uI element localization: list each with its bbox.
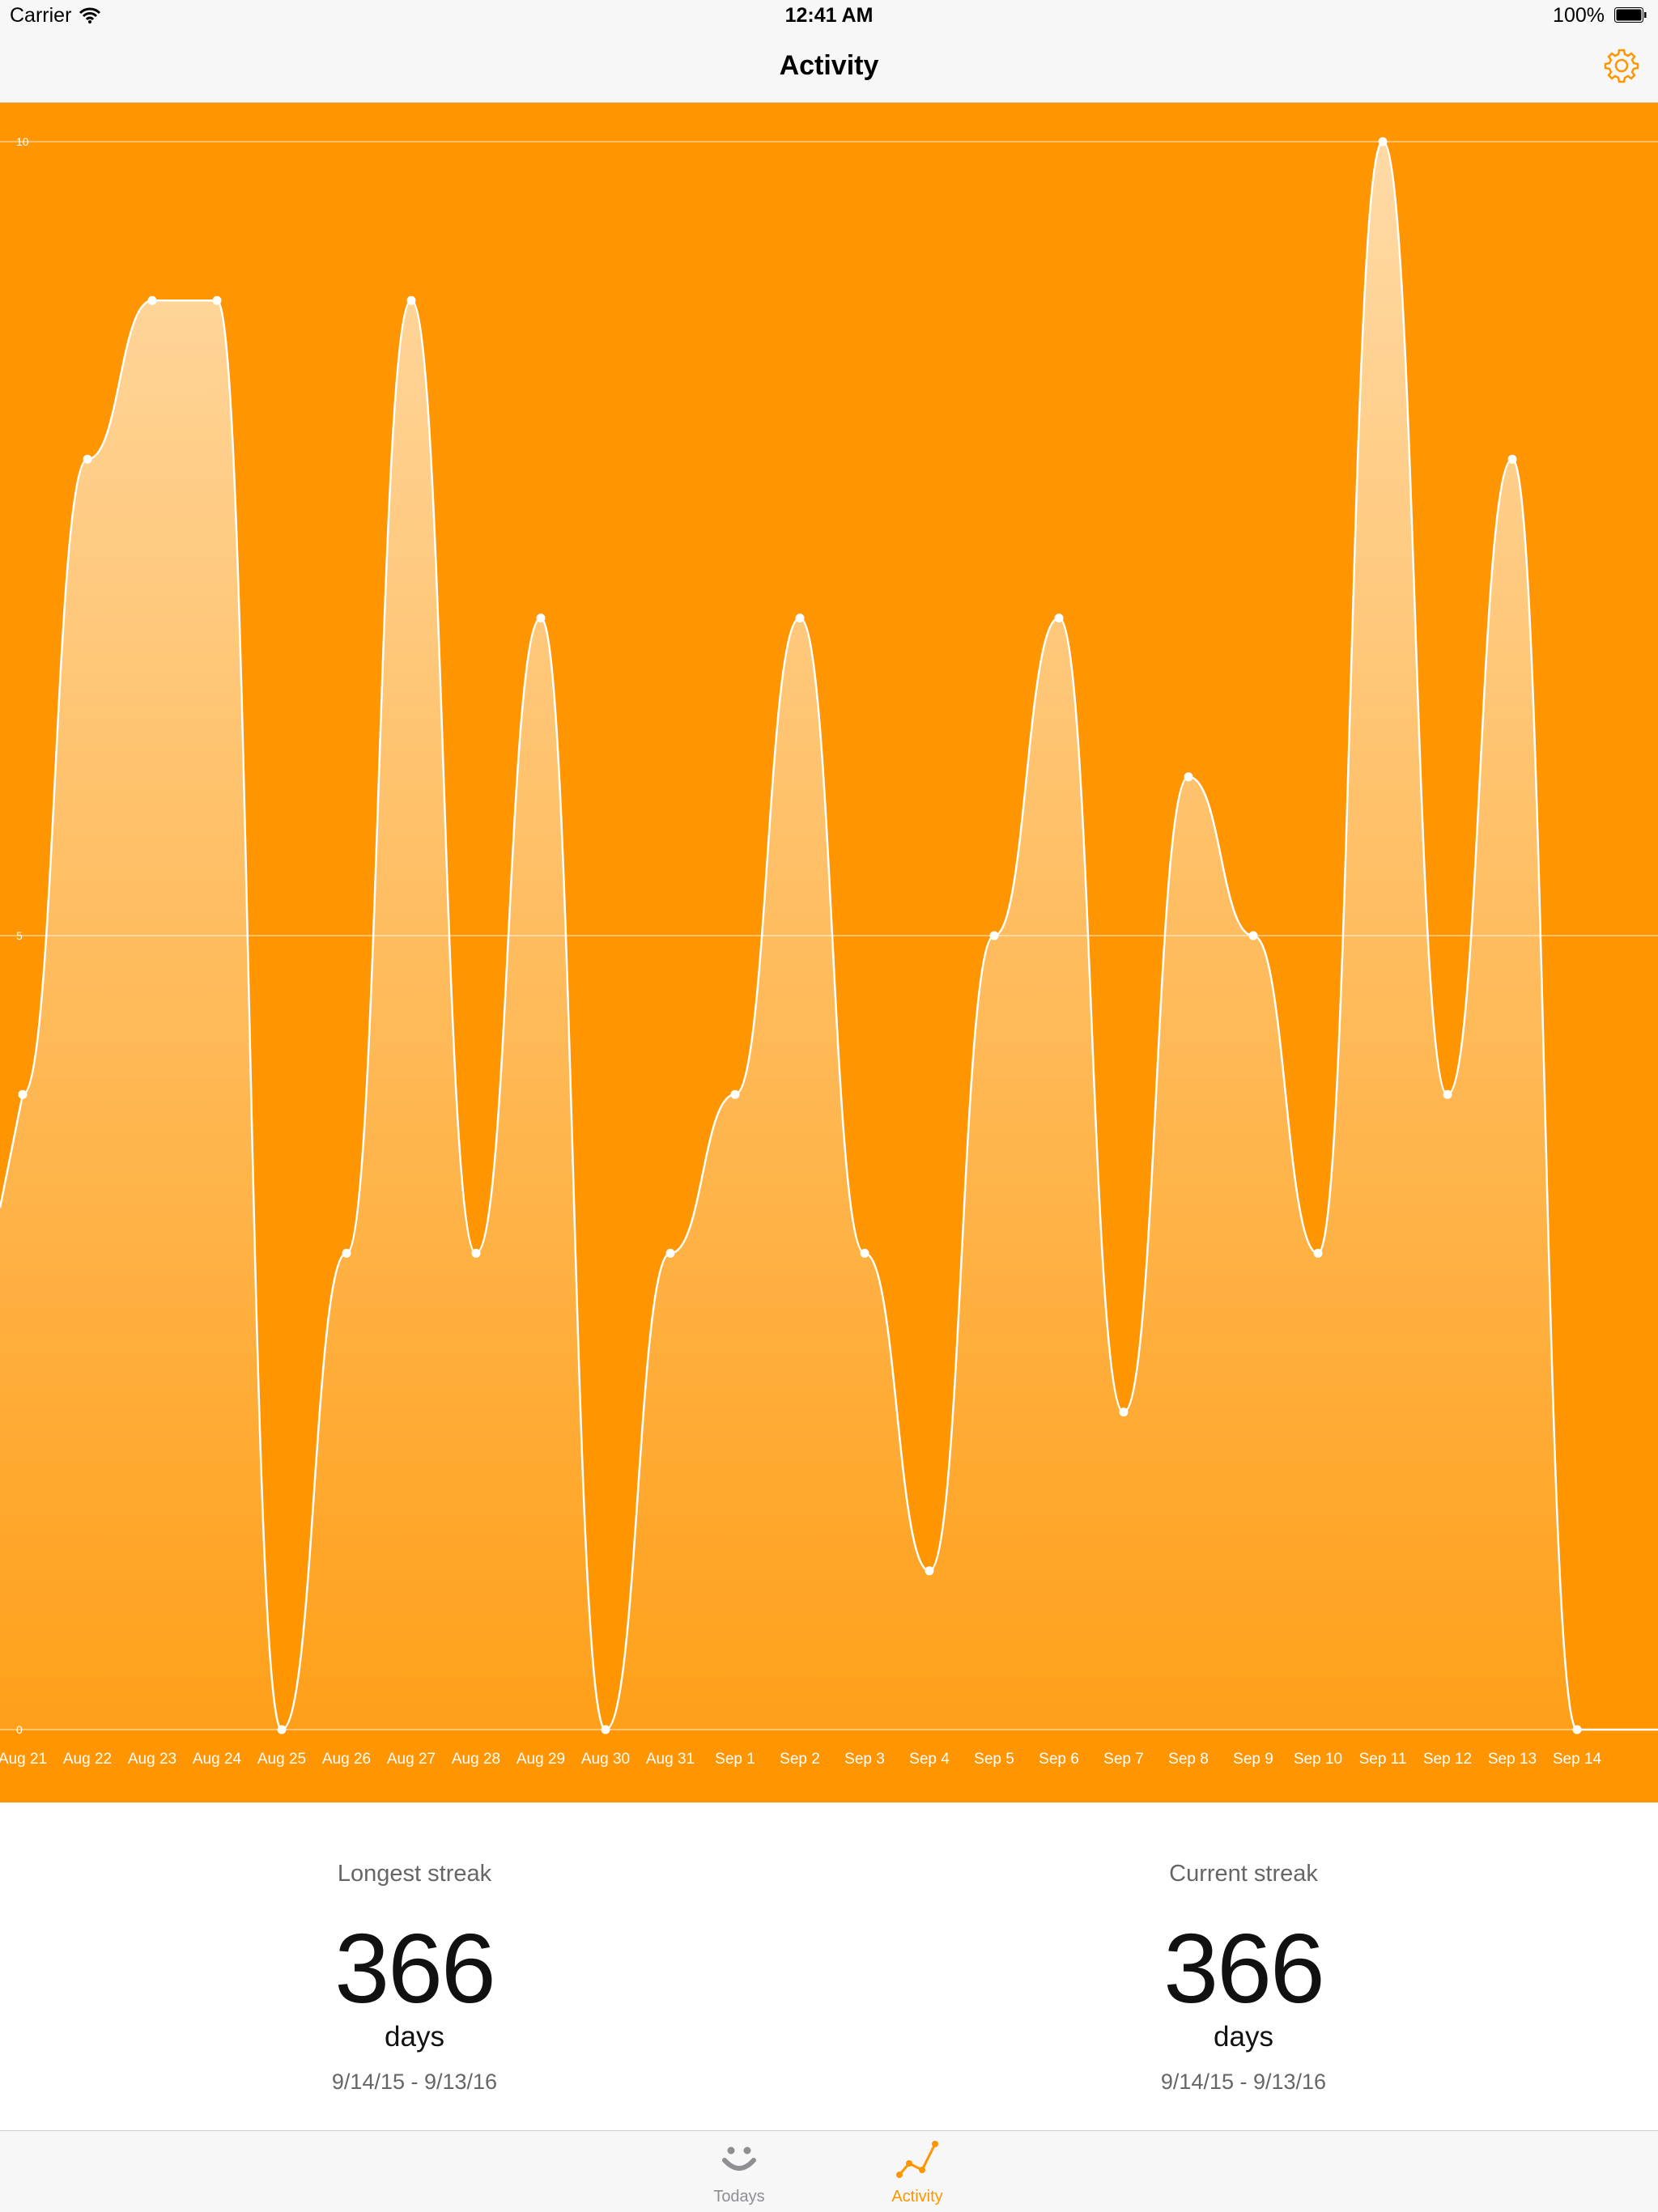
- x-tick-label: Sep 8: [1168, 1751, 1209, 1768]
- x-tick-label: Aug 21: [0, 1751, 47, 1768]
- x-tick-label: Sep 1: [715, 1751, 755, 1768]
- data-point: [407, 296, 416, 305]
- page-title: Activity: [0, 50, 1658, 82]
- x-tick-label: Sep 5: [974, 1751, 1014, 1768]
- gear-icon[interactable]: [1601, 45, 1642, 86]
- current-streak-value: 366: [960, 1912, 1527, 2025]
- x-tick-label: Sep 4: [909, 1751, 950, 1768]
- x-tick-label: Aug 29: [517, 1751, 565, 1768]
- x-tick-label: Sep 2: [780, 1751, 820, 1768]
- data-point: [861, 1249, 869, 1258]
- tab-bar: Todays Activity: [0, 2130, 1658, 2212]
- x-tick-label: Sep 7: [1103, 1751, 1144, 1768]
- longest-streak-label: Longest streak: [131, 1861, 698, 1887]
- streak-stats: Longest streak 366 days 9/14/15 - 9/13/1…: [0, 1802, 1658, 2130]
- data-point: [1573, 1726, 1582, 1734]
- data-point: [148, 296, 157, 305]
- data-point: [472, 1249, 481, 1258]
- current-streak-unit: days: [960, 2021, 1527, 2053]
- y-tick-label: 5: [16, 929, 23, 942]
- longest-streak-range: 9/14/15 - 9/13/16: [131, 2070, 698, 2095]
- current-streak-label: Current streak: [960, 1861, 1527, 1887]
- data-point: [1443, 1090, 1452, 1099]
- x-tick-label: Aug 27: [387, 1751, 436, 1768]
- data-point: [1379, 138, 1388, 146]
- longest-streak-value: 366: [131, 1912, 698, 2025]
- data-point: [1314, 1249, 1323, 1258]
- x-tick-label: Aug 23: [128, 1751, 176, 1768]
- x-tick-label: Sep 13: [1488, 1751, 1537, 1768]
- data-point: [602, 1726, 610, 1734]
- x-tick-label: Aug 28: [452, 1751, 500, 1768]
- data-point: [83, 455, 92, 464]
- x-tick-label: Aug 22: [63, 1751, 112, 1768]
- data-point: [925, 1566, 934, 1575]
- tab-activity-label: Activity: [857, 2188, 978, 2206]
- smiley-icon: [715, 2139, 763, 2180]
- data-point: [1055, 614, 1064, 622]
- battery-percent: 100%: [1553, 4, 1605, 28]
- x-tick-label: Sep 9: [1233, 1751, 1273, 1768]
- y-tick-label: 10: [16, 135, 29, 148]
- data-point: [666, 1249, 675, 1258]
- x-tick-label: Sep 14: [1553, 1751, 1602, 1768]
- data-point: [537, 614, 546, 622]
- battery-icon: [1614, 7, 1647, 23]
- data-point: [19, 1090, 28, 1099]
- data-point: [796, 614, 805, 622]
- x-tick-label: Aug 30: [581, 1751, 630, 1768]
- x-tick-label: Aug 25: [257, 1751, 306, 1768]
- navigation-bar: Activity: [0, 32, 1658, 103]
- data-point: [278, 1726, 287, 1734]
- x-tick-label: Aug 31: [646, 1751, 695, 1768]
- data-point: [1249, 932, 1258, 940]
- data-point: [1120, 1407, 1129, 1416]
- status-time: 12:41 AM: [0, 4, 1658, 28]
- tab-activity[interactable]: Activity: [857, 2131, 978, 2212]
- data-point: [1508, 455, 1517, 464]
- line-chart-icon: [893, 2139, 942, 2180]
- status-bar: Carrier 12:41 AM 100%: [0, 0, 1658, 32]
- data-point: [342, 1249, 351, 1258]
- current-streak-range: 9/14/15 - 9/13/16: [960, 2070, 1527, 2095]
- tab-todays[interactable]: Todays: [678, 2131, 800, 2212]
- data-point: [213, 296, 222, 305]
- x-tick-label: Sep 3: [844, 1751, 885, 1768]
- longest-streak-unit: days: [131, 2021, 698, 2053]
- data-point: [1184, 772, 1193, 781]
- x-tick-label: Aug 26: [322, 1751, 371, 1768]
- x-tick-label: Sep 10: [1294, 1751, 1342, 1768]
- x-tick-label: Sep 12: [1423, 1751, 1472, 1768]
- data-point: [731, 1090, 740, 1099]
- tab-todays-label: Todays: [678, 2188, 800, 2206]
- x-tick-label: Aug 24: [193, 1751, 242, 1768]
- x-tick-label: Sep 11: [1359, 1751, 1407, 1768]
- x-tick-label: Sep 6: [1039, 1751, 1079, 1768]
- data-point: [990, 932, 999, 940]
